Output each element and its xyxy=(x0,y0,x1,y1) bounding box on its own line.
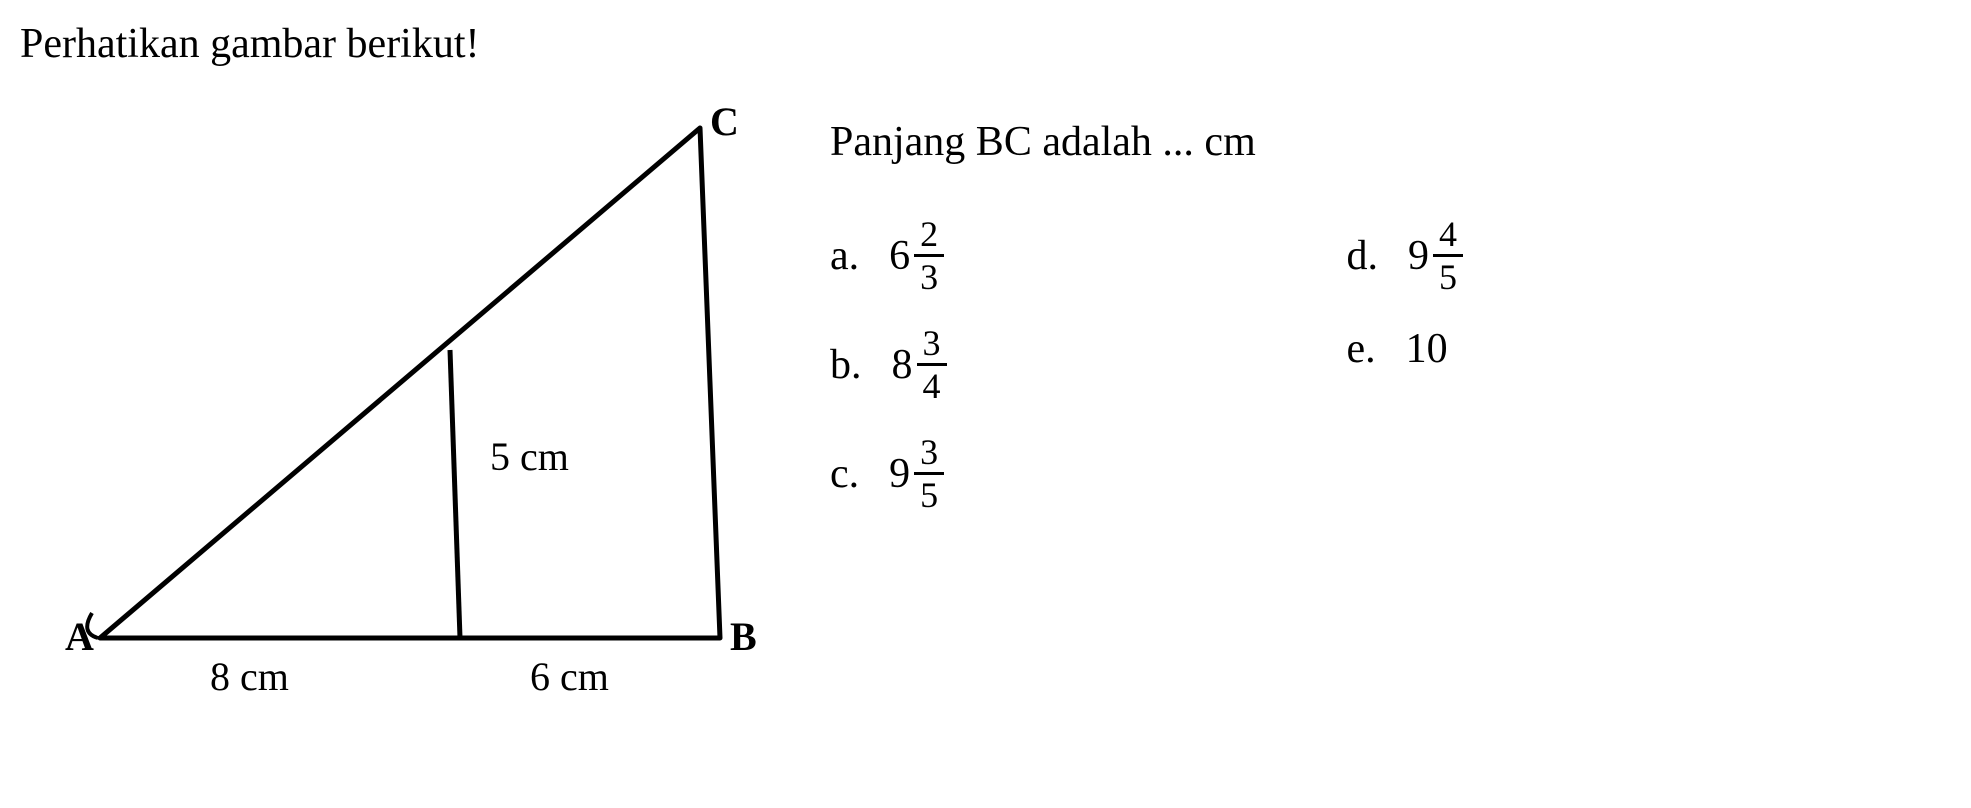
option-d-den: 5 xyxy=(1433,257,1463,295)
triangle-svg xyxy=(20,78,800,698)
option-a-whole: 6 xyxy=(889,232,910,280)
question-text: Panjang BC adalah ... cm xyxy=(830,118,1951,166)
option-a: a. 6 2 3 xyxy=(830,216,947,295)
option-a-letter: a. xyxy=(830,232,859,280)
inner-segment xyxy=(450,350,460,638)
option-b-num: 3 xyxy=(917,325,947,366)
option-c-value: 9 3 5 xyxy=(889,434,944,513)
option-a-value: 6 2 3 xyxy=(889,216,944,295)
option-c-num: 3 xyxy=(914,434,944,475)
option-d-num: 4 xyxy=(1433,216,1463,257)
outer-triangle xyxy=(100,128,720,638)
option-d-letter: d. xyxy=(1347,232,1379,280)
triangle-figure: A B C 5 cm 8 cm 6 cm xyxy=(20,78,800,698)
option-c: c. 9 3 5 xyxy=(830,434,947,513)
content-row: A B C 5 cm 8 cm 6 cm Panjang BC adalah .… xyxy=(20,78,1951,698)
option-b: b. 8 3 4 xyxy=(830,325,947,404)
option-c-letter: c. xyxy=(830,450,859,498)
option-b-letter: b. xyxy=(830,341,862,389)
option-b-den: 4 xyxy=(917,366,947,404)
main-container: Perhatikan gambar berikut! A B C 5 cm 8 … xyxy=(20,20,1951,698)
options-column-left: a. 6 2 3 b. 8 xyxy=(830,216,947,513)
option-b-value: 8 3 4 xyxy=(892,325,947,404)
option-e: e. 10 xyxy=(1347,325,1464,373)
options-container: a. 6 2 3 b. 8 xyxy=(830,216,1951,513)
option-e-value: 10 xyxy=(1406,325,1448,373)
option-a-num: 2 xyxy=(914,216,944,257)
option-c-den: 5 xyxy=(914,475,944,513)
option-a-fraction: 2 3 xyxy=(914,216,944,295)
left-base-label: 8 cm xyxy=(210,653,289,700)
option-a-den: 3 xyxy=(914,257,944,295)
vertex-b-label: B xyxy=(730,613,757,660)
inner-height-label: 5 cm xyxy=(490,433,569,480)
option-d-value: 9 4 5 xyxy=(1408,216,1463,295)
right-base-label: 6 cm xyxy=(530,653,609,700)
options-column-right: d. 9 4 5 e. 10 xyxy=(1347,216,1464,513)
option-b-whole: 8 xyxy=(892,341,913,389)
option-c-whole: 9 xyxy=(889,450,910,498)
option-c-fraction: 3 5 xyxy=(914,434,944,513)
option-b-fraction: 3 4 xyxy=(917,325,947,404)
option-d-fraction: 4 5 xyxy=(1433,216,1463,295)
vertex-c-label: C xyxy=(710,98,739,145)
vertex-a-label: A xyxy=(65,613,94,660)
question-panel: Panjang BC adalah ... cm a. 6 2 3 xyxy=(800,78,1951,513)
option-e-letter: e. xyxy=(1347,325,1376,373)
option-d: d. 9 4 5 xyxy=(1347,216,1464,295)
option-d-whole: 9 xyxy=(1408,232,1429,280)
instruction-title: Perhatikan gambar berikut! xyxy=(20,20,1951,68)
